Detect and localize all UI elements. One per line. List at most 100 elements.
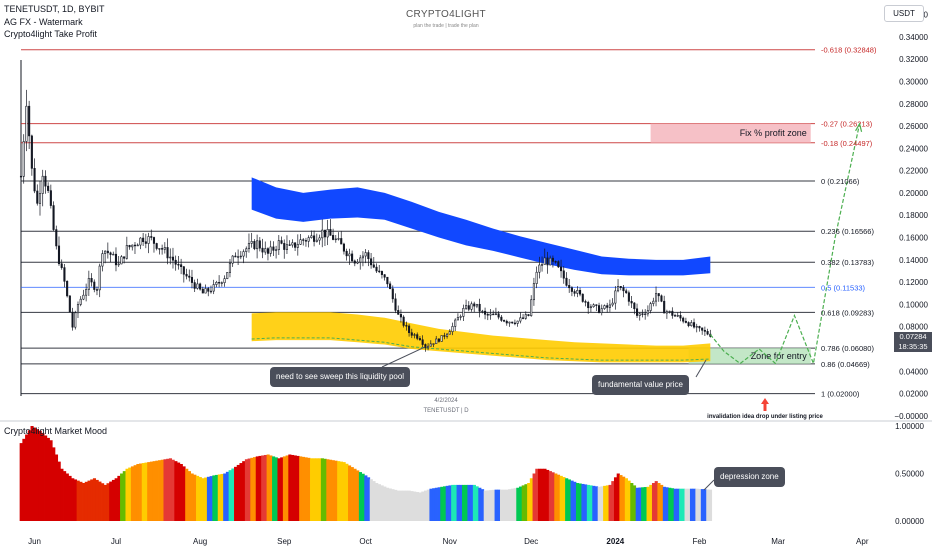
watermark-subtitle: plan the trade | trade the plan — [413, 23, 479, 29]
candle-body — [614, 290, 617, 304]
time-tick-label: Apr — [856, 537, 869, 546]
mood-bar — [190, 473, 194, 521]
candle-body — [215, 282, 218, 285]
candle-body — [630, 301, 633, 304]
mood-bar — [679, 488, 683, 521]
mood-bar — [166, 458, 170, 521]
mood-bar — [54, 454, 59, 521]
mood-bar — [567, 479, 571, 521]
candle-countdown: 18:35:35 — [898, 342, 928, 351]
mood-bar — [95, 479, 99, 521]
candle-body — [239, 255, 242, 258]
indicator-watermark-label[interactable]: AG FX - Watermark — [4, 17, 83, 27]
candle-body — [549, 257, 552, 266]
mood-bar — [516, 487, 520, 521]
candle-body — [383, 274, 386, 278]
candle-body — [144, 241, 147, 244]
candle-body — [408, 325, 411, 334]
mood-bar — [483, 490, 487, 521]
fib-level-labels: -0.618 (0.32848) -0.27 (0.26213) -0.18 (0.… — [821, 46, 877, 399]
candle-body — [313, 235, 316, 242]
mood-bar — [223, 473, 227, 521]
mood-bar — [660, 484, 664, 521]
mood-bar — [312, 458, 316, 521]
mood-bar — [662, 486, 666, 521]
symbol-label: TENETUSDT | D — [423, 408, 469, 414]
mood-bar — [285, 455, 289, 521]
candle-body — [49, 190, 52, 206]
currency-button[interactable]: USDT — [884, 5, 924, 22]
candle-body — [386, 276, 389, 285]
candle-body — [128, 245, 131, 248]
mood-bar — [49, 440, 53, 521]
mood-bar — [592, 485, 596, 521]
candle-body — [654, 293, 658, 302]
candle-body — [266, 248, 270, 254]
candle-body — [484, 310, 487, 315]
invalidation-arrow-icon — [761, 398, 769, 411]
mood-bar — [410, 491, 414, 521]
mood-bar — [700, 489, 704, 521]
mood-bar — [456, 484, 460, 521]
mood-bar — [247, 458, 251, 521]
mood-bar — [282, 456, 286, 521]
mood-bar — [44, 435, 48, 521]
candle-body — [351, 253, 354, 262]
price-tick-label: 0.12000 — [899, 278, 928, 287]
candle-body — [71, 311, 74, 328]
mood-bar — [25, 434, 29, 521]
price-tick-label: 0.14000 — [899, 256, 928, 265]
mood-bar — [405, 490, 409, 521]
mood-bar — [402, 490, 406, 521]
mood-bar — [19, 443, 23, 521]
candle-body — [508, 321, 511, 324]
mood-bar — [136, 464, 140, 521]
candle-body — [304, 240, 307, 242]
candle-body — [481, 310, 484, 313]
candle-body — [644, 313, 647, 315]
mood-bar — [179, 464, 183, 521]
candle-body — [52, 205, 55, 230]
candle-body — [98, 265, 101, 291]
candle-body — [142, 237, 145, 243]
mood-bar — [27, 430, 31, 521]
candle-body — [117, 263, 120, 266]
fix-profit-zone[interactable] — [650, 123, 811, 143]
candle-body — [380, 271, 383, 275]
mood-bar — [657, 483, 661, 521]
symbol-title[interactable]: TENETUSDT, 1D, BYBIT — [4, 4, 105, 14]
mood-bar — [499, 489, 504, 521]
indicator-take-profit-label[interactable]: Crypto4light Take Profit — [4, 29, 97, 39]
time-axis-ticks[interactable]: Jun Jul Aug Sep Oct Nov Dec 2024 Feb Mar Apr — [28, 537, 869, 546]
mood-bar — [548, 471, 552, 521]
mood-bar — [160, 459, 164, 521]
price-tick-label: 0.08000 — [899, 323, 928, 332]
candle-body — [169, 256, 172, 259]
candle-body — [93, 281, 96, 290]
candle-body — [391, 288, 394, 300]
market-mood-title[interactable]: Crypto4light Market Mood — [4, 426, 108, 436]
mood-bar — [326, 459, 330, 521]
candle-body — [152, 237, 156, 244]
candle-body — [356, 261, 359, 264]
price-axis[interactable]: 0.360000.340000.320000.300000.280000.260… — [821, 0, 932, 550]
mood-bar — [82, 483, 86, 521]
candle-body — [264, 248, 267, 253]
candle-body — [361, 255, 364, 259]
mood-bar — [144, 462, 148, 521]
mood-bar — [594, 486, 599, 521]
candle-body — [256, 240, 259, 250]
candle-body — [668, 310, 671, 313]
fundamental-value-callout: fundamental value price — [592, 375, 689, 395]
mood-bar — [494, 489, 498, 521]
price-tick-label: 0.02000 — [899, 390, 928, 399]
candle-body — [139, 237, 142, 246]
candle-body — [486, 314, 489, 316]
candle-body — [177, 264, 180, 266]
mood-bar — [168, 458, 173, 521]
time-tick-label: Nov — [443, 537, 457, 546]
mood-bar — [22, 438, 26, 521]
candle-body — [36, 190, 39, 204]
mood-bar — [101, 483, 105, 521]
